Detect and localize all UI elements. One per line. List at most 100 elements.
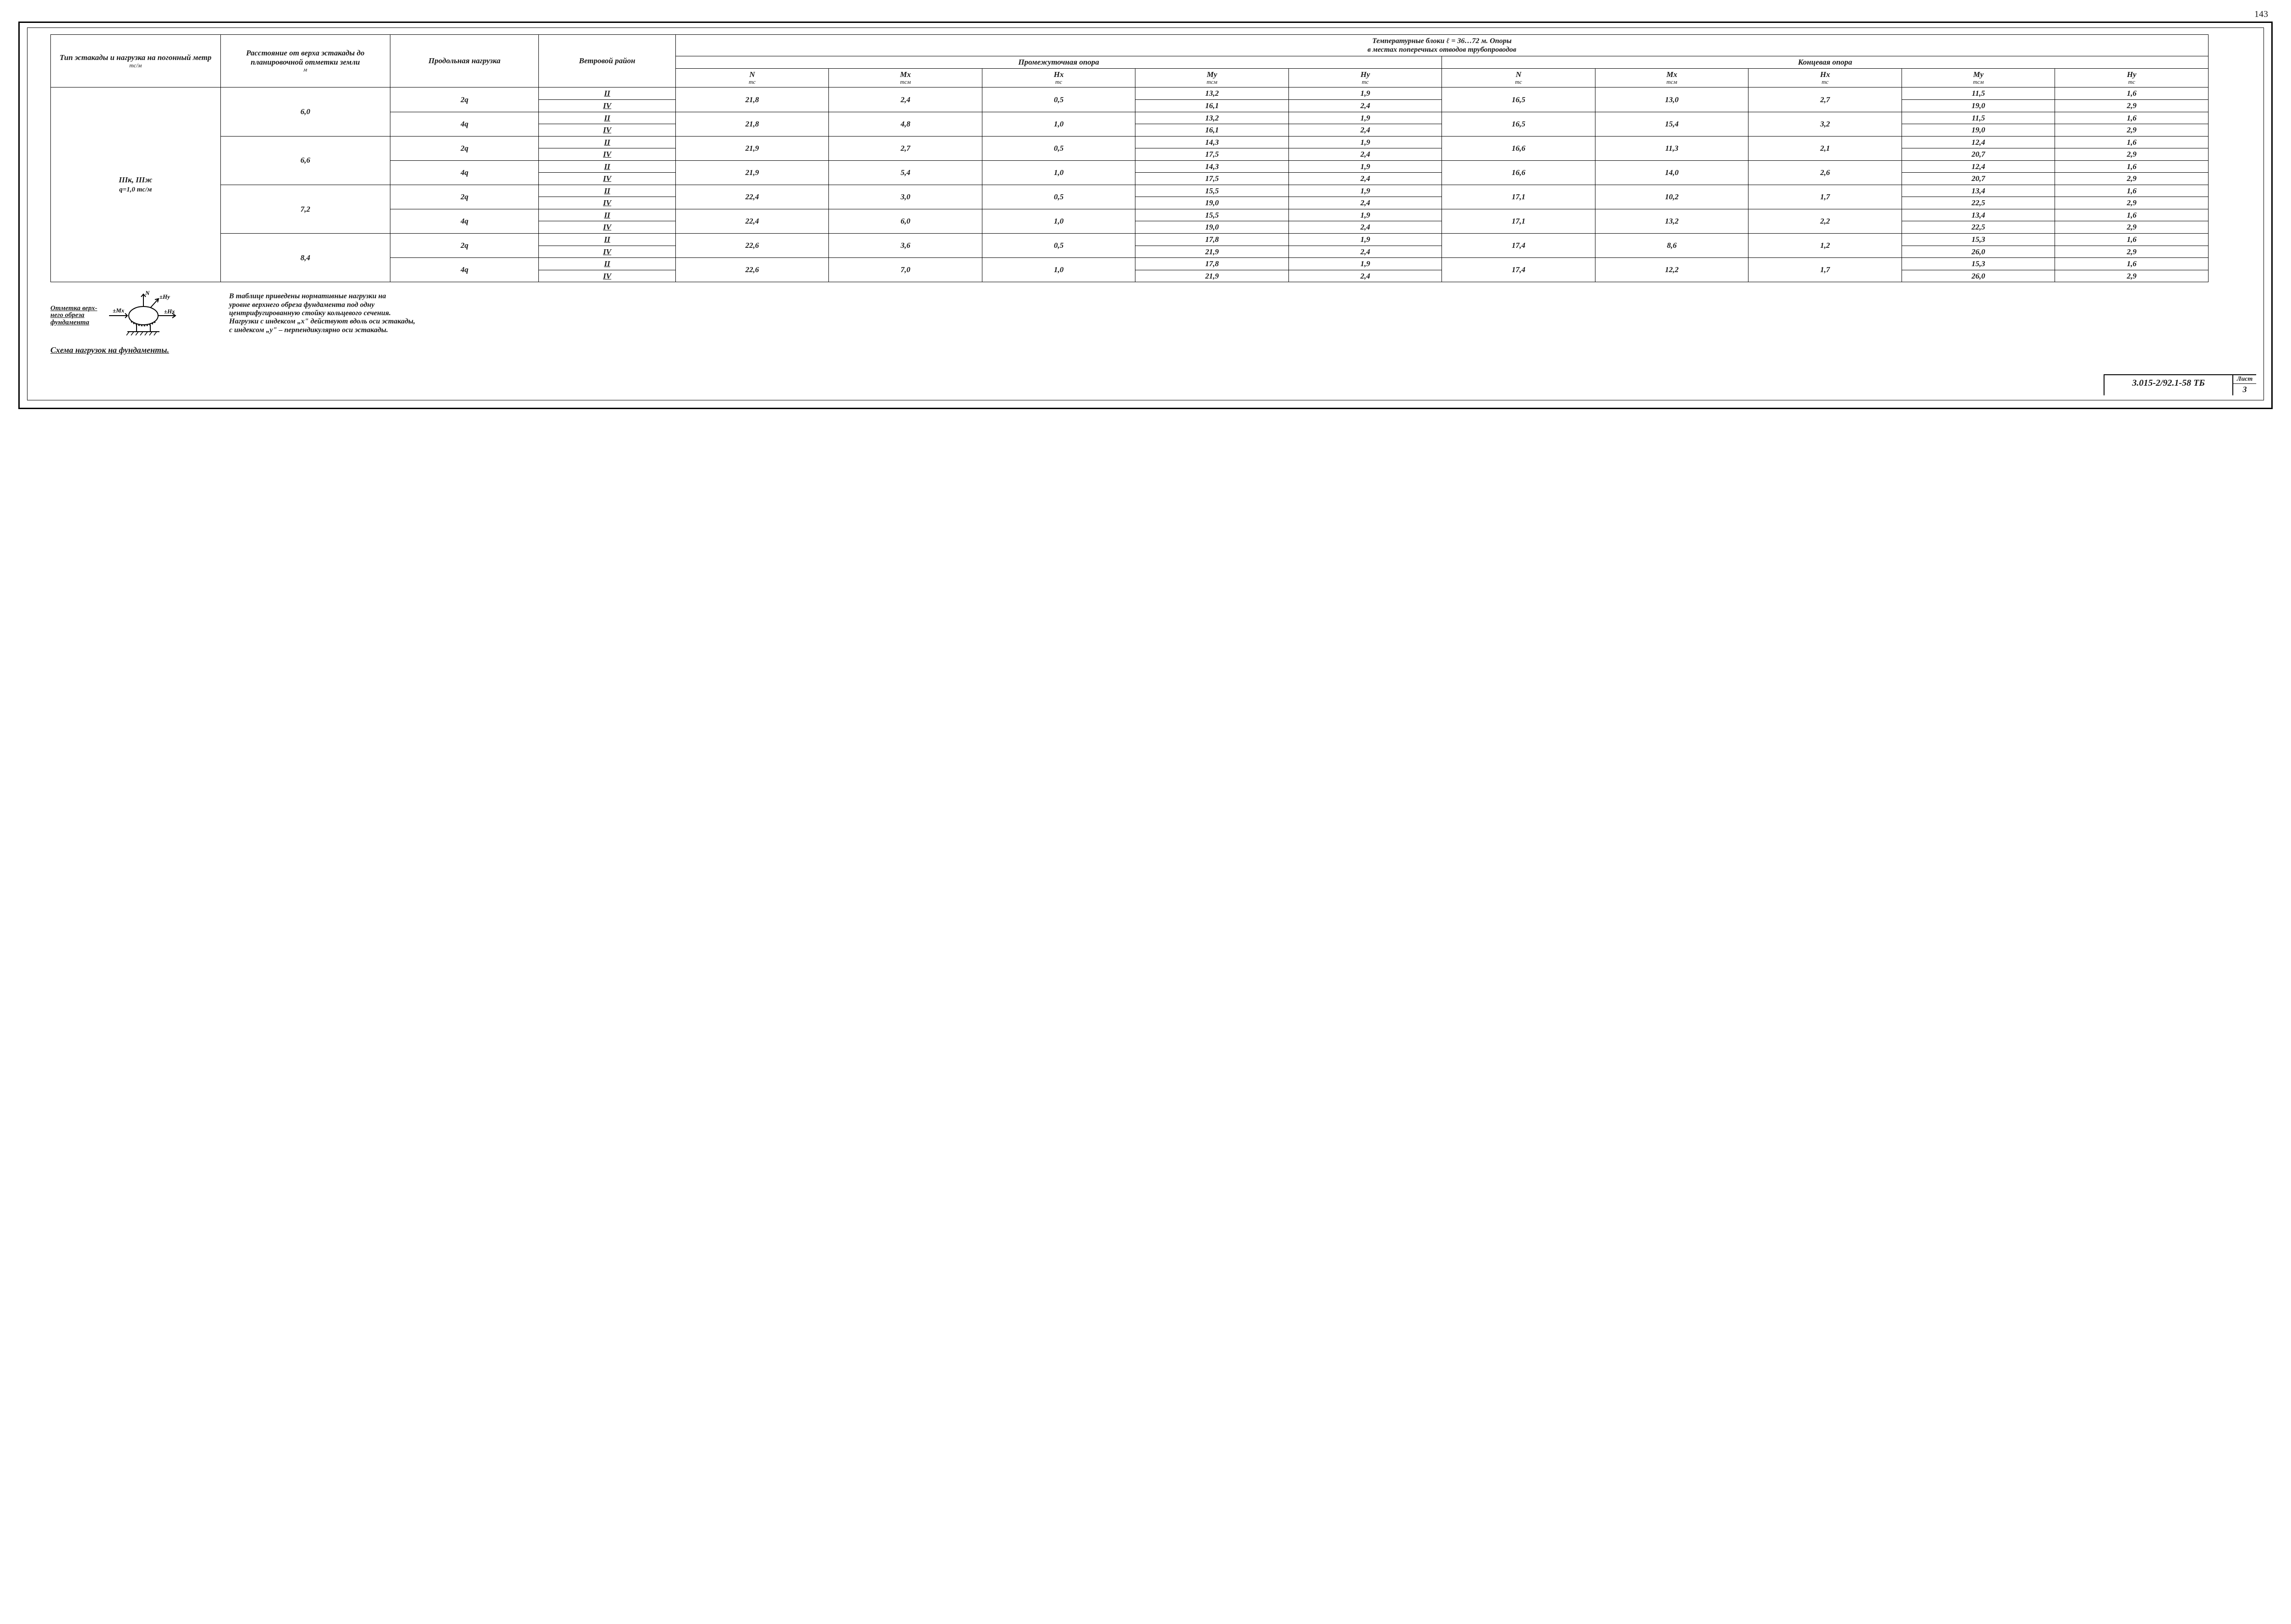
cell-Mx-end: 11,3: [1595, 136, 1748, 160]
diagram-l2: него обреза: [50, 312, 84, 319]
hdr-N1: Nтс: [675, 68, 829, 87]
cell-Hx-end: 1,7: [1748, 185, 1902, 209]
cell-My-inter: 17,8: [1135, 233, 1289, 246]
cell-Hy-end: 2,9: [2055, 173, 2209, 185]
diagram-caption: Схема нагрузок на фундаменты.: [50, 345, 169, 355]
cell-Hx-inter: 1,0: [982, 258, 1135, 282]
cell-My-end: 15,3: [1902, 233, 2055, 246]
hdr-dist-text: Расстояние от верха эстакады до планиров…: [246, 49, 364, 66]
hdr-My1: Myтсм: [1135, 68, 1289, 87]
hdr-type-text: Тип эстакады и нагрузка на погонный метр: [60, 53, 211, 62]
hdr-Mx1: Mxтсм: [829, 68, 982, 87]
cell-Hy-end: 1,6: [2055, 233, 2209, 246]
cell-wind: II: [539, 185, 675, 197]
cell-wind: IV: [539, 246, 675, 258]
hdr-dist: Расстояние от верха эстакады до планиров…: [220, 35, 390, 87]
cell-Hy-end: 2,9: [2055, 197, 2209, 209]
cell-My-inter: 15,5: [1135, 209, 1289, 221]
cell-N-inter: 22,4: [675, 209, 829, 233]
cell-My-end: 22,5: [1902, 221, 2055, 234]
cell-N-inter: 22,6: [675, 233, 829, 257]
page-number-top: 143: [18, 9, 2273, 20]
note-l2: уровне верхнего обреза фундамента под од…: [229, 301, 374, 309]
cell-Hy-end: 2,9: [2055, 270, 2209, 282]
cell-Mx-end: 15,4: [1595, 112, 1748, 136]
title-block: 3.015-2/92.1-58 ТБ Лист 3: [2104, 374, 2256, 395]
cell-Hy-end: 1,6: [2055, 209, 2209, 221]
cell-My-end: 11,5: [1902, 112, 2055, 124]
cell-N-end: 16,5: [1442, 112, 1595, 136]
cell-Mx-inter: 2,4: [829, 87, 982, 112]
diagram-l1: Отметка верх-: [50, 305, 97, 312]
cell-load: 4q: [390, 160, 539, 185]
cell-My-inter: 17,5: [1135, 173, 1289, 185]
cell-My-inter: 21,9: [1135, 246, 1289, 258]
cell-My-end: 12,4: [1902, 160, 2055, 173]
cell-load: 4q: [390, 258, 539, 282]
cell-Hx-end: 1,2: [1748, 233, 1902, 257]
cell-Hy-inter: 2,4: [1288, 173, 1442, 185]
hdr-Hx2: Hxтс: [1748, 68, 1902, 87]
cell-Mx-end: 8,6: [1595, 233, 1748, 257]
cell-N-end: 17,1: [1442, 209, 1595, 233]
cell-Hx-end: 2,7: [1748, 87, 1902, 112]
note-l1: В таблице приведены нормативные нагрузки…: [229, 292, 386, 300]
cell-Mx-end: 10,2: [1595, 185, 1748, 209]
cell-Hy-inter: 1,9: [1288, 112, 1442, 124]
cell-Hy-inter: 1,9: [1288, 209, 1442, 221]
hdr-end: Концевая опора: [1442, 56, 2209, 69]
cell-N-end: 17,4: [1442, 258, 1595, 282]
cell-type: IIIк, IIIжq=1,0 тс/м: [51, 87, 221, 282]
diagram-l3: фундамента: [50, 319, 89, 326]
cell-wind: IV: [539, 124, 675, 137]
cell-My-inter: 14,3: [1135, 136, 1289, 148]
cell-Mx-inter: 7,0: [829, 258, 982, 282]
cell-Hy-end: 1,6: [2055, 112, 2209, 124]
inner-frame: Тип эстакады и нагрузка на погонный метр…: [27, 27, 2264, 400]
cell-My-inter: 19,0: [1135, 221, 1289, 234]
cell-Hy-end: 1,6: [2055, 160, 2209, 173]
hdr-span-a: Температурные блоки ℓ = 36…72 м. Опоры: [1372, 37, 1512, 45]
cell-Hx-inter: 1,0: [982, 209, 1135, 233]
hdr-type: Тип эстакады и нагрузка на погонный метр…: [51, 35, 221, 87]
cell-Hy-inter: 2,4: [1288, 197, 1442, 209]
cell-My-inter: 16,1: [1135, 124, 1289, 137]
cell-wind: IV: [539, 221, 675, 234]
cell-wind: II: [539, 112, 675, 124]
cell-wind: II: [539, 136, 675, 148]
cell-Hy-end: 1,6: [2055, 136, 2209, 148]
cell-Hx-end: 2,2: [1748, 209, 1902, 233]
cell-Hy-inter: 1,9: [1288, 233, 1442, 246]
cell-Mx-inter: 3,6: [829, 233, 982, 257]
cell-Hy-end: 2,9: [2055, 221, 2209, 234]
cell-Mx-end: 13,0: [1595, 87, 1748, 112]
sheet-box: Лист 3: [2233, 375, 2256, 395]
type-line1: IIIк, IIIж: [119, 175, 152, 184]
sheet-number: 3: [2233, 384, 2256, 395]
cell-Hy-end: 2,9: [2055, 124, 2209, 137]
cell-My-end: 13,4: [1902, 209, 2055, 221]
cell-Mx-inter: 5,4: [829, 160, 982, 185]
cell-load: 2q: [390, 233, 539, 257]
cell-load: 4q: [390, 209, 539, 233]
cell-Hy-inter: 2,4: [1288, 99, 1442, 112]
cell-Hx-end: 2,1: [1748, 136, 1902, 160]
cell-distance: 6,6: [220, 136, 390, 185]
cell-My-inter: 16,1: [1135, 99, 1289, 112]
hdr-load: Продольная нагрузка: [390, 35, 539, 87]
cell-Hy-inter: 1,9: [1288, 258, 1442, 270]
load-diagram-icon: N ±Hy ±Mx ±Hx: [100, 290, 187, 341]
cell-Hx-inter: 1,0: [982, 112, 1135, 136]
note-block: В таблице приведены нормативные нагрузки…: [229, 290, 2209, 334]
cell-load: 2q: [390, 87, 539, 112]
cell-Hx-end: 1,7: [1748, 258, 1902, 282]
cell-My-end: 26,0: [1902, 270, 2055, 282]
cell-N-end: 17,4: [1442, 233, 1595, 257]
svg-text:±Mx: ±Mx: [113, 307, 125, 314]
cell-Mx-inter: 6,0: [829, 209, 982, 233]
cell-My-end: 19,0: [1902, 99, 2055, 112]
cell-Hy-end: 1,6: [2055, 185, 2209, 197]
cell-Hy-inter: 1,9: [1288, 185, 1442, 197]
cell-distance: 7,2: [220, 185, 390, 233]
cell-wind: II: [539, 160, 675, 173]
